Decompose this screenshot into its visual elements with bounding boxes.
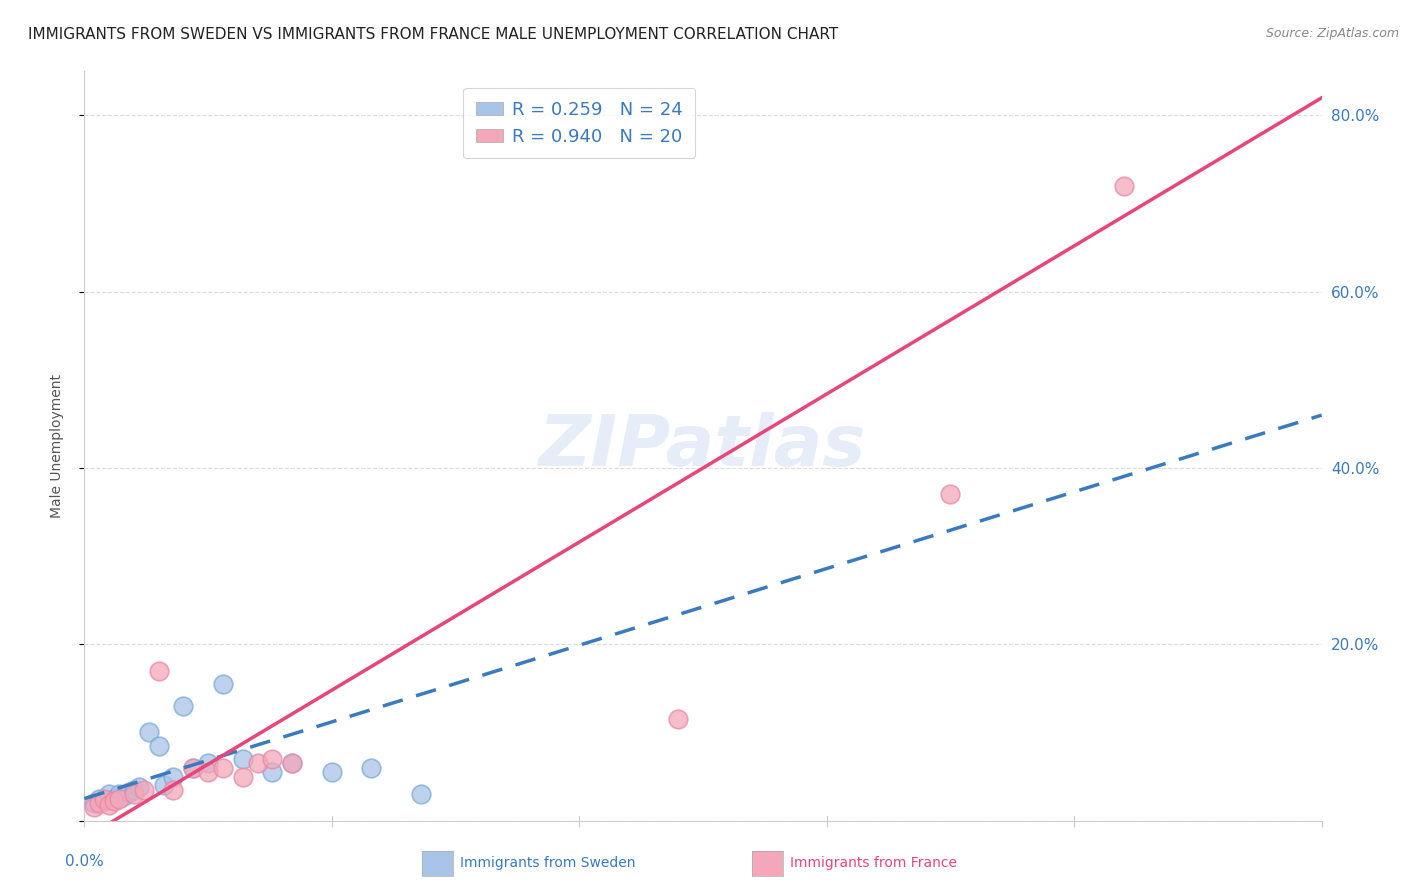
Point <box>246 756 269 771</box>
Point <box>148 664 170 678</box>
Point <box>232 752 254 766</box>
Point <box>83 796 105 810</box>
Point <box>262 765 284 780</box>
Text: ZIPatlas: ZIPatlas <box>540 411 866 481</box>
Text: Immigrants from Sweden: Immigrants from Sweden <box>460 856 636 871</box>
Point <box>181 761 204 775</box>
Point <box>321 765 343 780</box>
Point <box>122 787 145 801</box>
Point <box>103 791 125 805</box>
Point <box>93 794 115 808</box>
Point <box>89 796 111 810</box>
Text: 0.0%: 0.0% <box>65 855 104 870</box>
Point <box>118 785 141 799</box>
Point <box>132 782 155 797</box>
Point <box>281 756 304 771</box>
Point <box>939 487 962 501</box>
Point <box>232 770 254 784</box>
Point <box>181 761 204 775</box>
Point <box>197 765 219 780</box>
Point <box>212 761 235 775</box>
Text: Immigrants from France: Immigrants from France <box>790 856 957 871</box>
Point <box>666 712 689 726</box>
Point <box>112 789 135 803</box>
Point <box>108 791 131 805</box>
Point <box>162 782 184 797</box>
Legend: R = 0.259   N = 24, R = 0.940   N = 20: R = 0.259 N = 24, R = 0.940 N = 20 <box>463 88 696 158</box>
Point <box>152 778 174 792</box>
Point <box>98 797 121 812</box>
Point <box>409 787 432 801</box>
Point <box>108 787 131 801</box>
Point <box>281 756 304 771</box>
Point <box>1112 178 1135 193</box>
Y-axis label: Male Unemployment: Male Unemployment <box>49 374 63 518</box>
Point <box>122 782 145 797</box>
Point <box>93 791 115 805</box>
Point <box>103 794 125 808</box>
Point <box>360 761 382 775</box>
Point <box>212 677 235 691</box>
Point <box>98 787 121 801</box>
Point <box>197 756 219 771</box>
Text: IMMIGRANTS FROM SWEDEN VS IMMIGRANTS FROM FRANCE MALE UNEMPLOYMENT CORRELATION C: IMMIGRANTS FROM SWEDEN VS IMMIGRANTS FRO… <box>28 27 838 42</box>
Point <box>89 791 111 805</box>
Point <box>83 800 105 814</box>
Point <box>162 770 184 784</box>
Point <box>128 780 150 794</box>
Point <box>148 739 170 753</box>
Text: Source: ZipAtlas.com: Source: ZipAtlas.com <box>1265 27 1399 40</box>
Point <box>172 699 194 714</box>
Point <box>138 725 160 739</box>
Point <box>262 752 284 766</box>
